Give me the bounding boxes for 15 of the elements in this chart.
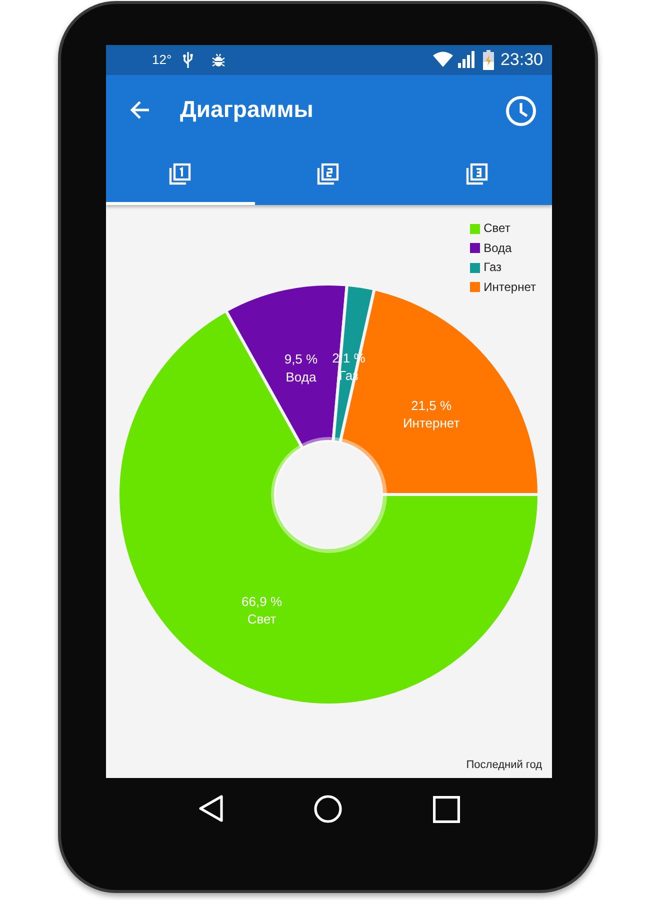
text: 23:30 bbox=[500, 50, 543, 70]
legend-label: Вода bbox=[484, 240, 512, 254]
chart-title: Диаграммы bbox=[180, 96, 314, 123]
data-label: 21,5 % bbox=[411, 398, 452, 414]
data-label: 9,5 % bbox=[284, 352, 318, 367]
legend-label: Газ bbox=[484, 260, 502, 274]
slice-label: Интернет bbox=[402, 416, 460, 431]
text: 12° bbox=[152, 52, 172, 67]
data-label: 2,1 % bbox=[332, 350, 366, 366]
data-label: 66,9 % bbox=[242, 594, 282, 610]
text: Последний год bbox=[466, 759, 542, 771]
legend-label: Свет bbox=[484, 221, 510, 235]
slice-label: Вода bbox=[286, 369, 317, 384]
slice-label: Свет bbox=[247, 612, 276, 627]
legend-label: Интернет bbox=[484, 280, 536, 294]
